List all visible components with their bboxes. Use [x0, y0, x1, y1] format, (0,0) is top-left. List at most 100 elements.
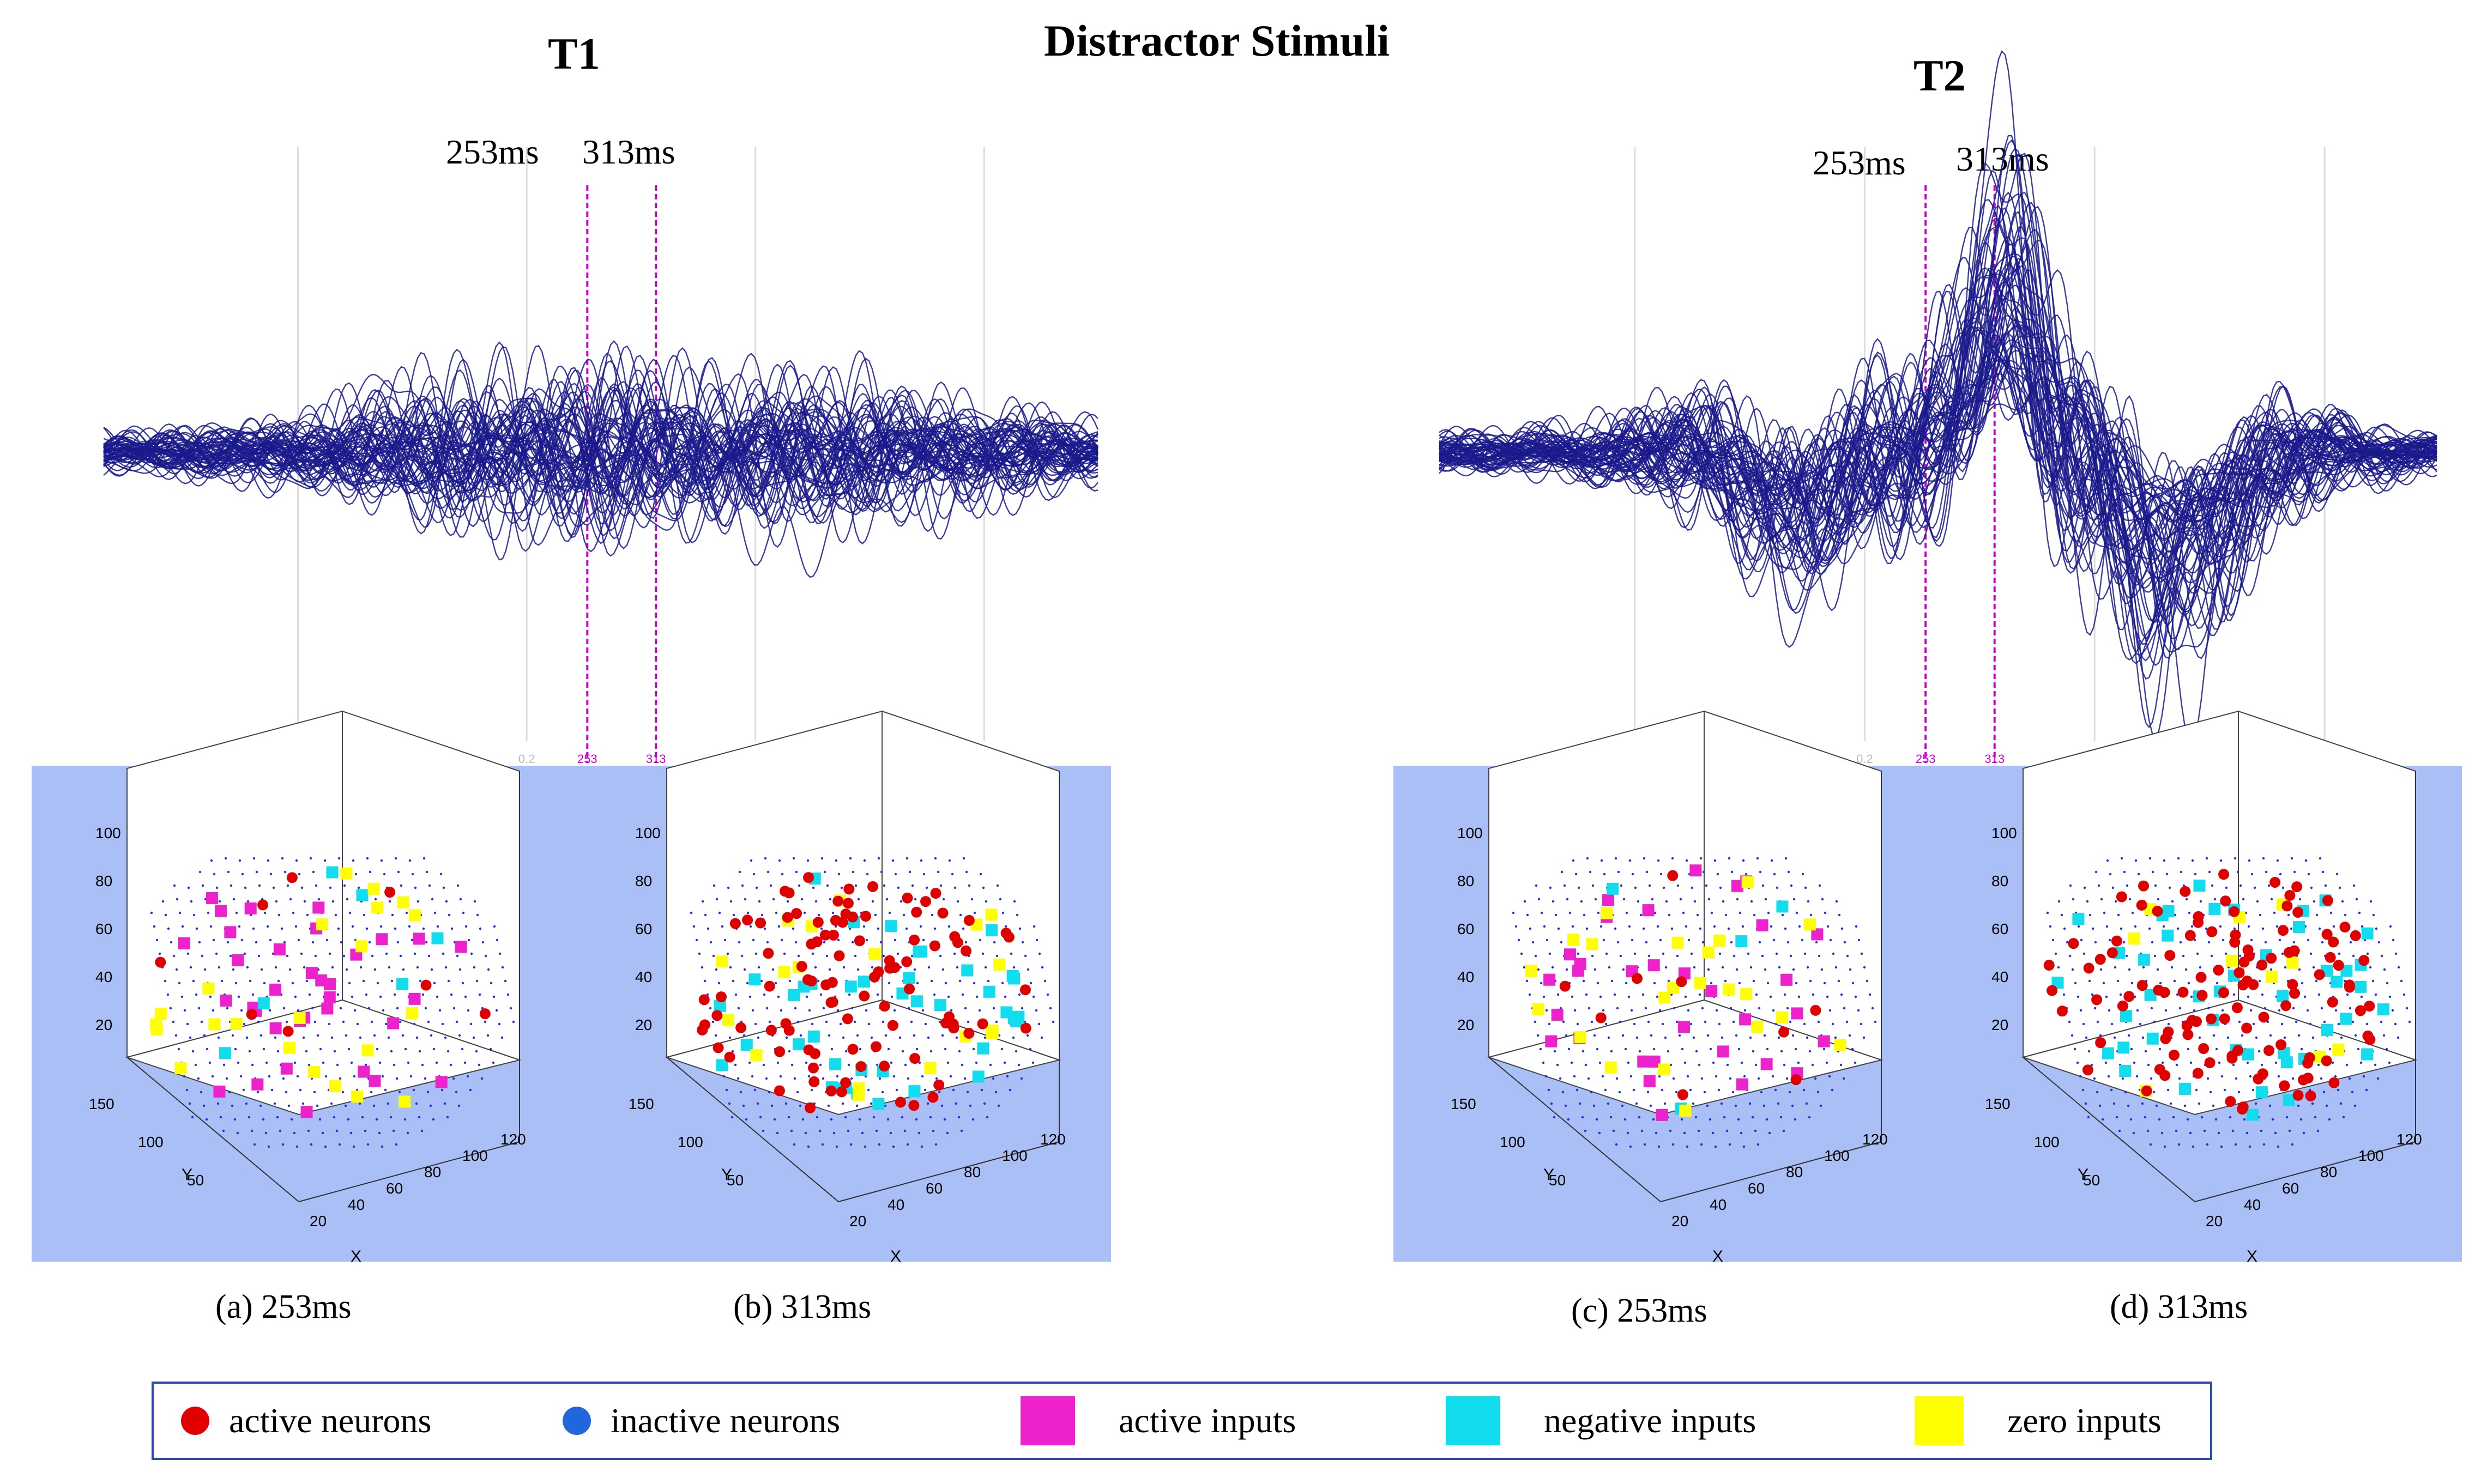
inactive-neuron — [801, 1118, 805, 1121]
inactive-neuron — [2408, 1020, 2411, 1023]
active-neuron-marker — [2213, 965, 2224, 976]
negative-input-marker — [2340, 965, 2353, 977]
inactive-neuron — [953, 886, 957, 889]
inactive-neuron — [1523, 900, 1526, 903]
inactive-neuron — [737, 1077, 740, 1080]
inactive-neuron — [819, 993, 823, 996]
inactive-neuron — [776, 1131, 779, 1135]
inactive-neuron — [2115, 1116, 2118, 1119]
inactive-neuron — [2128, 898, 2132, 901]
inactive-neuron — [1537, 968, 1540, 971]
inactive-neuron — [2248, 859, 2251, 862]
inactive-neuron — [2269, 968, 2273, 971]
inactive-neuron — [2101, 1118, 2104, 1121]
active-neuron-marker — [246, 1009, 257, 1020]
inactive-neuron — [2070, 1034, 2074, 1037]
inactive-neuron — [2263, 1007, 2267, 1010]
inactive-neuron — [1567, 1118, 1570, 1121]
inactive-neuron — [490, 982, 493, 985]
inactive-neuron — [232, 968, 235, 971]
inactive-neuron — [420, 1129, 424, 1132]
inactive-neuron — [252, 927, 255, 930]
inactive-neuron — [268, 1009, 271, 1012]
magenta-square-icon — [1021, 1396, 1075, 1445]
active-input-marker — [232, 954, 244, 966]
x-tick-3: 313 — [1984, 752, 2005, 766]
inactive-neuron — [1029, 1047, 1032, 1051]
active-neuron-marker — [855, 1061, 867, 1072]
active-neuron-marker — [843, 883, 855, 895]
active-neuron-marker — [2123, 991, 2135, 1002]
inactive-neuron — [2219, 859, 2223, 862]
inactive-neuron — [1581, 1050, 1585, 1053]
zero-input-marker — [924, 1062, 937, 1074]
inactive-neuron — [748, 1061, 751, 1064]
y-tick-0: 150 — [1985, 1095, 2011, 1112]
inactive-neuron — [744, 898, 747, 901]
active-input-marker — [1756, 919, 1768, 931]
inactive-neuron — [760, 913, 764, 917]
inactive-neuron — [934, 1143, 938, 1146]
inactive-neuron — [2087, 1116, 2090, 1119]
inactive-neuron — [1818, 884, 1821, 887]
negative-input-marker — [983, 985, 995, 998]
inactive-neuron — [425, 941, 428, 944]
inactive-neuron — [2166, 1088, 2170, 1092]
inactive-neuron — [1525, 979, 1529, 983]
negative-input-marker — [431, 932, 444, 944]
inactive-neuron — [1052, 1020, 1055, 1023]
inactive-neuron — [1683, 1061, 1687, 1064]
inactive-neuron — [1680, 1118, 1683, 1121]
active-neuron-marker — [713, 1042, 724, 1053]
inactive-neuron — [245, 1102, 248, 1105]
inactive-neuron — [972, 1047, 975, 1051]
negative-input-marker — [2361, 1048, 2374, 1061]
inactive-neuron — [1560, 941, 1563, 944]
active-input-marker — [1811, 928, 1824, 941]
inactive-neuron — [427, 1020, 430, 1023]
eeg-trace — [103, 357, 1098, 527]
inactive-neuron — [2315, 913, 2319, 917]
active-neuron-marker — [782, 912, 793, 923]
inactive-neuron — [2191, 859, 2194, 862]
inactive-neuron — [931, 913, 934, 917]
active-neuron-marker — [809, 1048, 820, 1059]
inactive-neuron — [825, 954, 829, 958]
inactive-neuron — [1782, 1129, 1785, 1132]
inactive-neuron — [743, 968, 746, 971]
inactive-neuron — [2244, 911, 2248, 914]
inactive-neuron — [2320, 1077, 2323, 1080]
inactive-neuron — [1840, 927, 1844, 930]
inactive-neuron — [422, 857, 426, 860]
inactive-neuron — [1808, 1050, 1812, 1053]
inactive-neuron — [1631, 938, 1634, 942]
inactive-neuron — [328, 1022, 331, 1026]
inactive-neuron — [763, 993, 766, 996]
negative-input-marker — [2162, 905, 2175, 917]
inactive-neuron — [1557, 927, 1560, 930]
inactive-neuron — [1656, 925, 1659, 928]
inactive-neuron — [267, 859, 270, 862]
inactive-neuron — [1763, 1034, 1766, 1037]
cube-left-wall — [1488, 710, 1705, 1058]
inactive-neuron — [1531, 941, 1535, 944]
inactive-neuron — [2158, 1118, 2161, 1121]
active-neuron-marker — [2111, 935, 2122, 947]
inactive-neuron — [1627, 1061, 1630, 1064]
inactive-neuron — [363, 913, 366, 917]
zero-input-marker — [1532, 1003, 1544, 1015]
zero-input-marker — [1713, 935, 1726, 947]
inactive-neuron — [1013, 900, 1016, 903]
eeg-trace — [1439, 345, 2437, 560]
inactive-neuron — [2287, 913, 2290, 917]
inactive-neuron — [2157, 898, 2160, 901]
panel-d-cube — [0, 0, 1, 1]
inactive-neuron — [1024, 954, 1027, 958]
inactive-neuron — [2131, 911, 2134, 914]
inactive-neuron — [1596, 1047, 1599, 1051]
active-neuron-marker — [2291, 881, 2303, 893]
inactive-neuron — [962, 927, 965, 930]
inactive-neuron — [2298, 968, 2301, 971]
inactive-neuron — [352, 1145, 355, 1148]
